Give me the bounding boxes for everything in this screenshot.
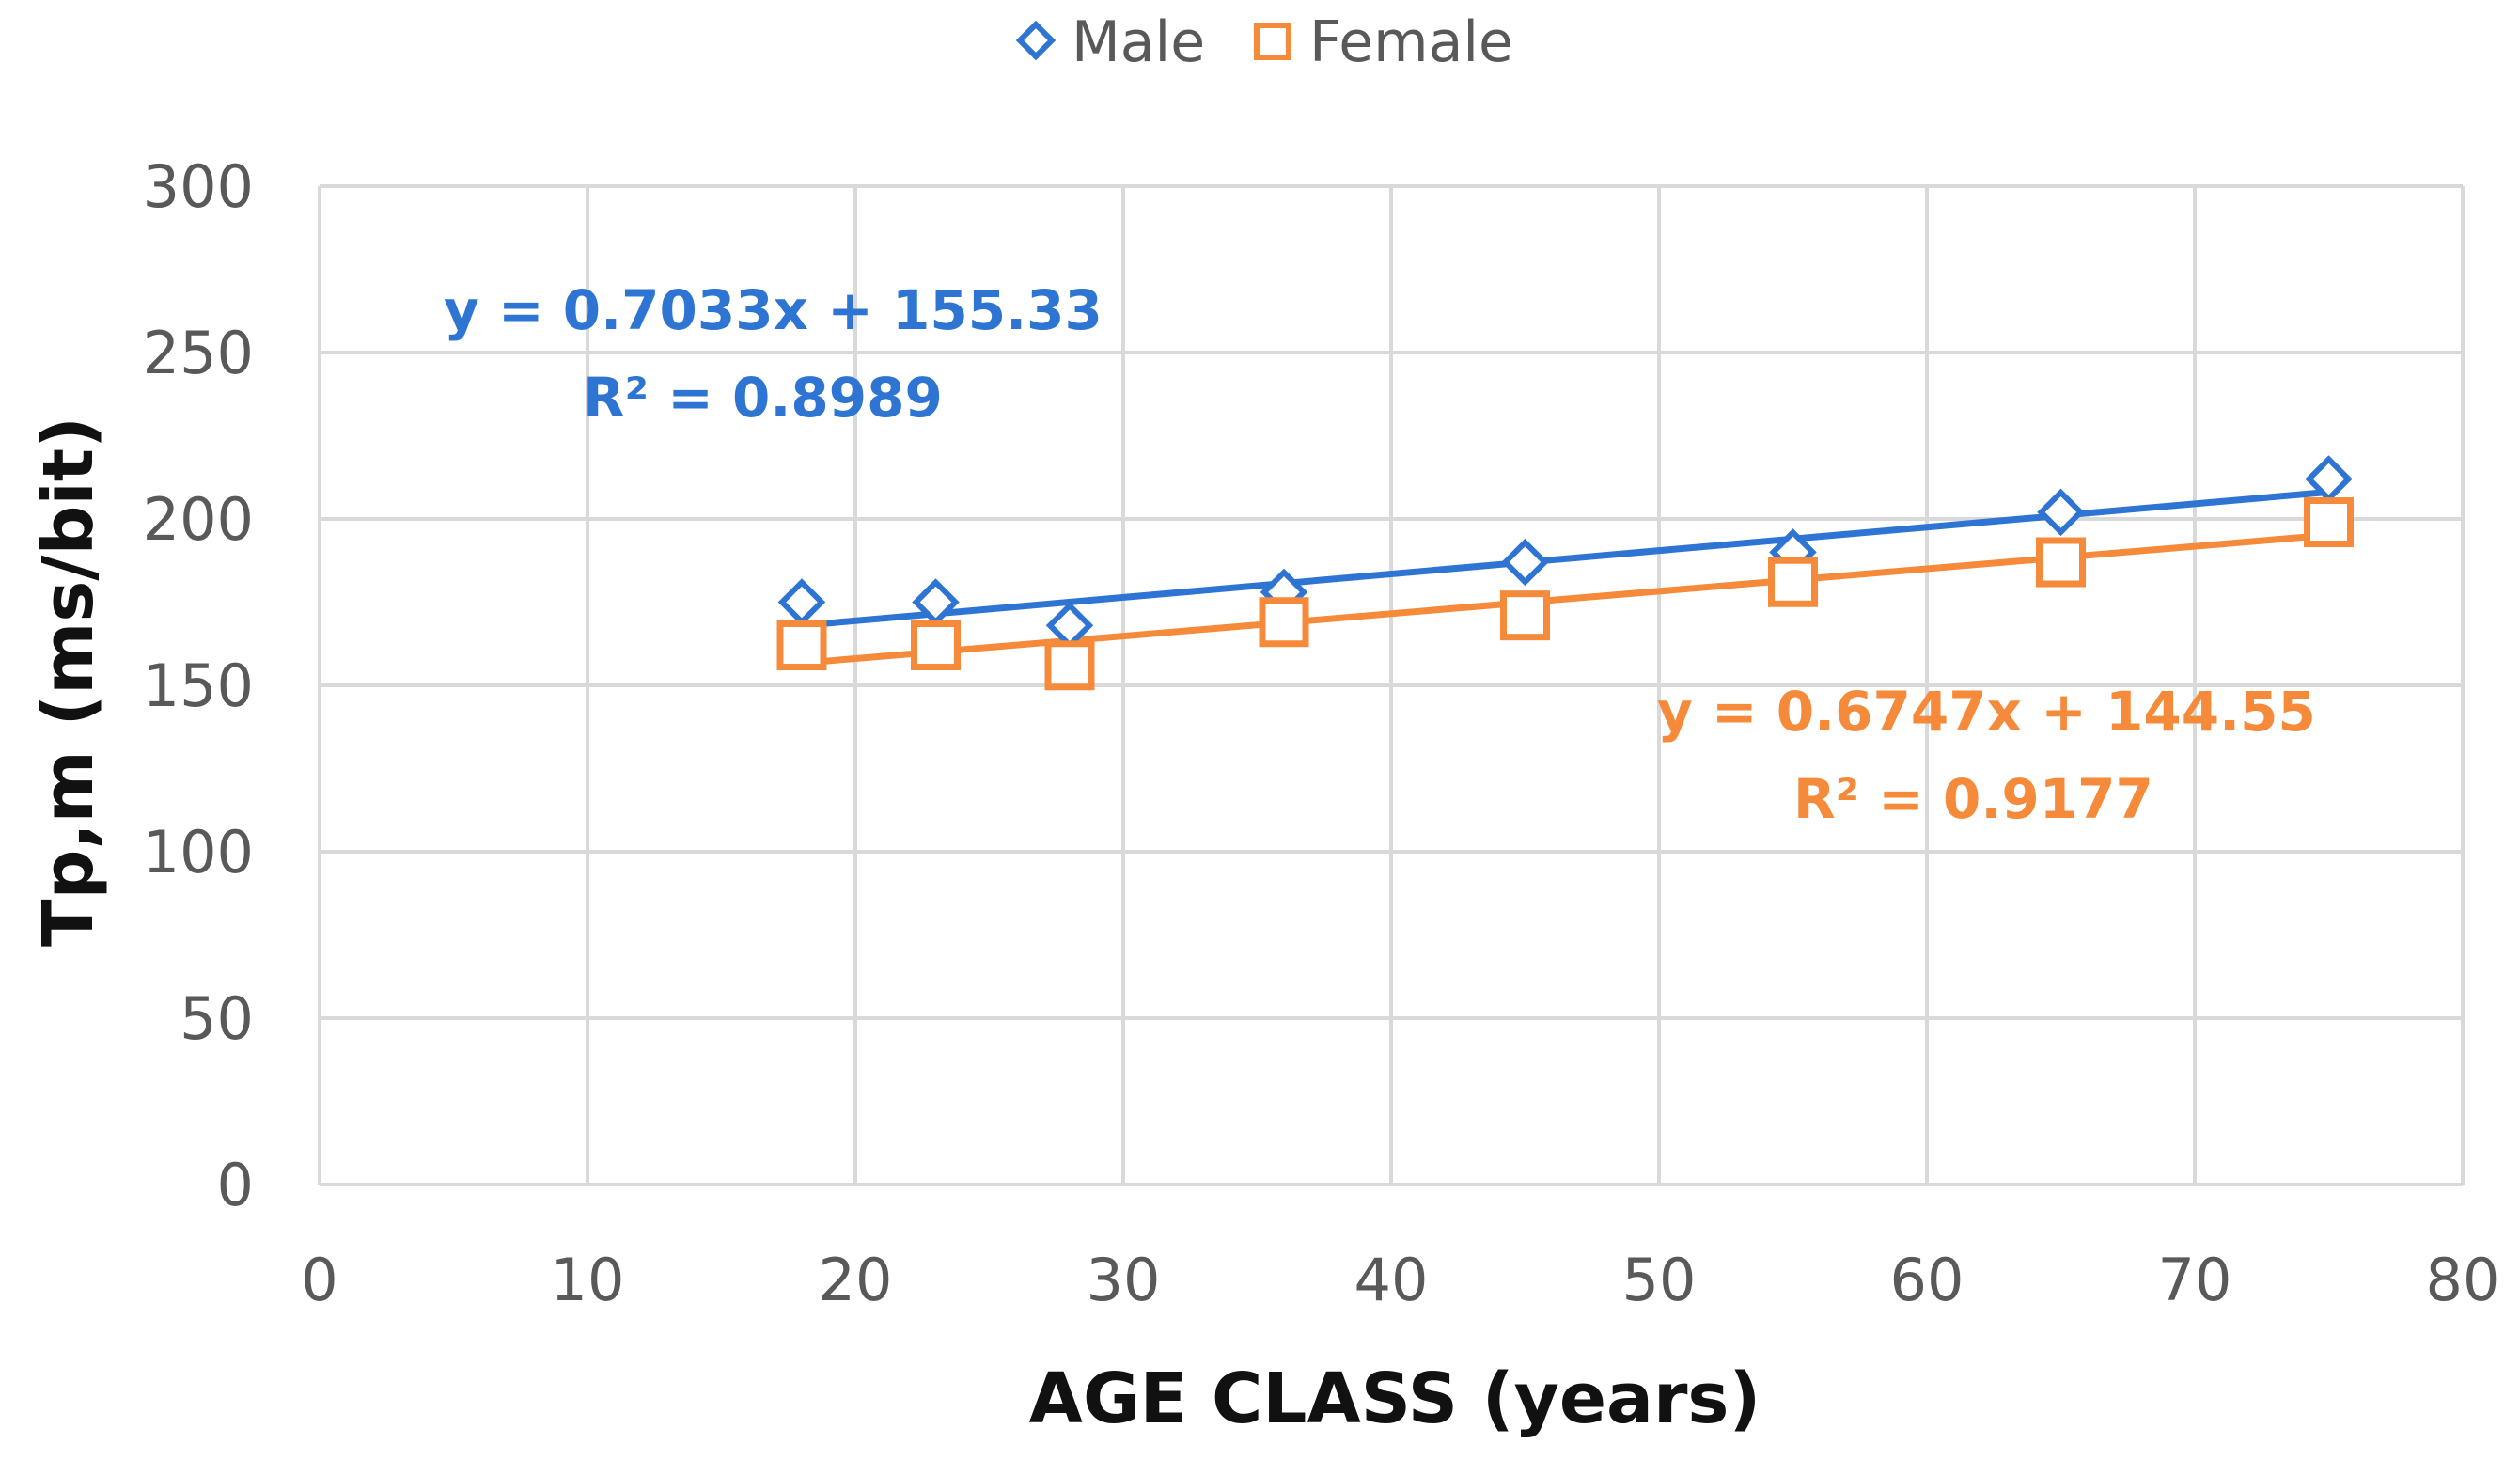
legend-female-square-icon xyxy=(1254,23,1291,60)
legend-female-label: Female xyxy=(1309,9,1513,75)
female-trendline-r2: R² = 0.9177 xyxy=(1793,767,2153,831)
male-trendline xyxy=(798,488,2332,629)
male-data-point xyxy=(777,578,826,626)
y-tick-label: 300 xyxy=(143,152,254,221)
y-tick-labels: 0 50 100 150 200 250 300 xyxy=(143,152,254,1219)
x-tick-label: 80 xyxy=(2426,1246,2500,1314)
female-data-point xyxy=(911,620,961,671)
female-data-point xyxy=(1768,557,1818,607)
grid xyxy=(318,184,2465,1186)
x-tick-label: 20 xyxy=(819,1246,893,1314)
y-tick-label: 150 xyxy=(143,652,254,720)
male-trendline-equation: y = 0.7033x + 155.33 xyxy=(444,278,1103,342)
female-data-point xyxy=(2036,537,2086,588)
data-markers xyxy=(776,455,2354,691)
male-data-point xyxy=(1501,538,1549,587)
female-data-point xyxy=(2304,497,2354,548)
y-tick-label: 50 xyxy=(180,984,254,1053)
male-data-point xyxy=(2037,488,2085,537)
x-tick-label: 40 xyxy=(1354,1246,1429,1314)
x-tick-label: 0 xyxy=(301,1246,337,1314)
legend: Male Female xyxy=(1015,9,1513,75)
y-tick-label: 250 xyxy=(143,319,254,387)
x-tick-label: 50 xyxy=(1622,1246,1697,1314)
legend-male-label: Male xyxy=(1072,9,1205,75)
y-tick-label: 200 xyxy=(143,485,254,554)
x-axis-title: AGE CLASS (years) xyxy=(1029,1358,1761,1439)
female-data-point xyxy=(1044,640,1095,691)
x-tick-label: 70 xyxy=(2158,1246,2232,1314)
y-tick-label: 100 xyxy=(143,818,254,887)
x-tick-label: 60 xyxy=(1890,1246,1964,1314)
y-tick-label: 0 xyxy=(217,1151,254,1219)
male-trendline-r2: R² = 0.8989 xyxy=(583,366,943,430)
female-data-point xyxy=(1259,597,1309,648)
female-trendline xyxy=(798,531,2332,667)
female-trendline-equation: y = 0.6747x + 144.55 xyxy=(1657,680,2316,744)
female-data-point xyxy=(1500,590,1550,641)
x-tick-labels: 0 10 20 30 40 50 60 70 80 xyxy=(301,1246,2499,1314)
legend-male-diamond-icon xyxy=(1015,20,1057,61)
x-tick-label: 10 xyxy=(551,1246,625,1314)
y-axis-title: Tp,m (ms/bit) xyxy=(28,416,109,947)
x-tick-label: 30 xyxy=(1087,1246,1161,1314)
female-data-point xyxy=(776,620,827,671)
